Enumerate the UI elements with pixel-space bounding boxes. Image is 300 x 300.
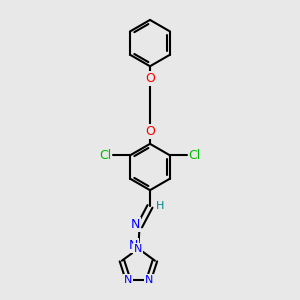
Text: H: H — [156, 201, 165, 212]
Text: N: N — [129, 239, 139, 252]
Text: Cl: Cl — [99, 149, 111, 162]
Text: O: O — [145, 124, 155, 138]
Text: N: N — [130, 218, 140, 231]
Text: O: O — [145, 73, 155, 85]
Text: N: N — [124, 275, 132, 285]
Text: Cl: Cl — [189, 149, 201, 162]
Text: N: N — [144, 275, 153, 285]
Text: N: N — [134, 244, 142, 254]
